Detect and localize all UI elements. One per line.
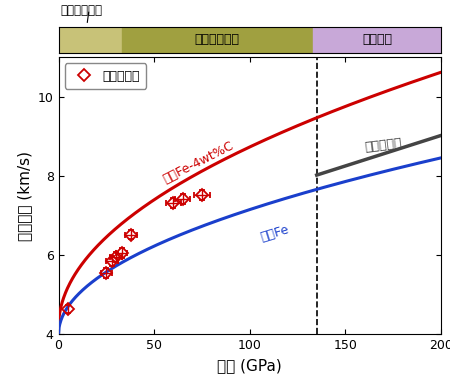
Bar: [313, 27, 441, 53]
Bar: [122, 27, 313, 53]
X-axis label: 圧力 (GPa): 圧力 (GPa): [217, 358, 282, 373]
Text: 地震波観測: 地震波観測: [364, 136, 403, 154]
Text: 液体外核: 液体外核: [362, 33, 392, 46]
Text: 下部マントル: 下部マントル: [195, 33, 240, 46]
Text: 液体Fe-4wt%C: 液体Fe-4wt%C: [161, 139, 236, 185]
Bar: [58, 27, 122, 53]
Text: 上部マントル: 上部マントル: [61, 4, 103, 17]
Y-axis label: 縦波速度 (km/s): 縦波速度 (km/s): [17, 151, 32, 241]
Legend: 本実験結果: 本実験結果: [65, 63, 146, 89]
Text: 液体Fe: 液体Fe: [259, 223, 291, 244]
